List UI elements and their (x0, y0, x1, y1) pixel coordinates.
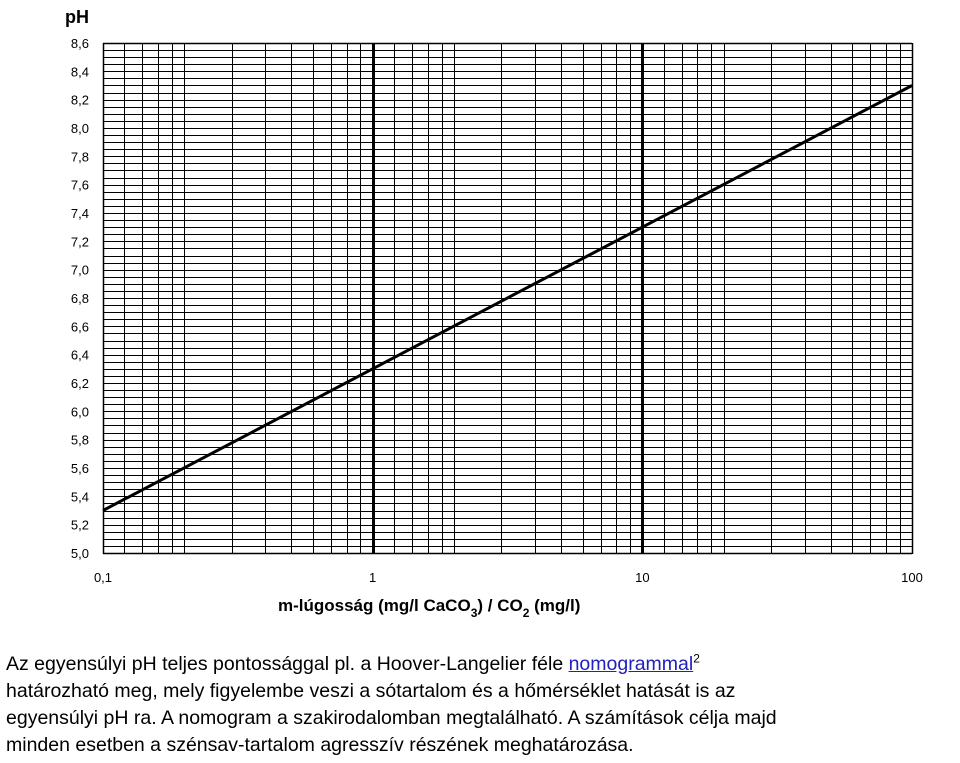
x-tick-label: 1 (369, 570, 376, 585)
y-tick-label: 8,4 (71, 64, 89, 79)
nomogram-link[interactable]: nomogrammal (568, 653, 694, 675)
y-tick-label: 7,2 (71, 234, 89, 249)
x-axis-label-part3: (mg/l) (529, 596, 580, 615)
y-tick-label: 5,2 (71, 518, 89, 533)
caption-line-4: minden esetben a szénsav-tartalom agress… (6, 734, 634, 756)
caption-line-2: határozható meg, mely figyelembe veszi a… (6, 680, 736, 702)
y-tick-label: 6,6 (71, 319, 89, 334)
x-tick-label: 0,1 (94, 570, 112, 585)
y-tick-label: 5,0 (71, 546, 89, 561)
y-tick-label: 8,0 (71, 121, 89, 136)
caption-line-3: egyensúlyi pH ra. A nomogram a szakiroda… (6, 707, 777, 729)
x-tick-label: 100 (901, 570, 923, 585)
y-tick-label: 6,2 (71, 376, 89, 391)
series-line (102, 84, 913, 512)
y-tick-label: 8,6 (71, 36, 89, 51)
x-axis-label-part2: ) / CO (477, 596, 522, 615)
y-tick-label: 7,6 (71, 178, 89, 193)
x-axis-label-sub2: 2 (523, 606, 530, 620)
y-tick-label: 5,4 (71, 489, 89, 504)
y-tick-label: 6,0 (71, 404, 89, 419)
x-axis-label-part1: m-lúgosság (mg/l CaCO (278, 596, 471, 615)
x-axis-label-sub1: 3 (471, 606, 478, 620)
y-tick-label: 7,8 (71, 149, 89, 164)
y-tick-label: 5,6 (71, 461, 89, 476)
caption-line-1-text: Az egyensúlyi pH teljes pontossággal pl.… (6, 653, 569, 675)
y-tick-label: 7,0 (71, 263, 89, 278)
caption-line-1: Az egyensúlyi pH teljes pontossággal pl.… (6, 651, 960, 678)
x-tick-labels: 0,1 1 10 100 (94, 570, 923, 585)
y-tick-label: 6,4 (71, 348, 89, 363)
y-tick-labels: 5,0 5,2 5,4 5,6 5,8 6,0 6,2 6,4 6,6 6,8 7,0 7,2 7,4 7… (71, 36, 89, 561)
footnote-ref: 2 (693, 651, 700, 666)
y-tick-label: 5,8 (71, 433, 89, 448)
minor-gridlines (103, 43, 912, 554)
caption-paragraph: Az egyensúlyi pH teljes pontossággal pl.… (6, 651, 960, 759)
y-tick-label: 6,8 (71, 291, 89, 306)
x-tick-label: 10 (635, 570, 649, 585)
x-axis-label: m-lúgosság (mg/l CaCO3) / CO2 (mg/l) (278, 596, 580, 620)
y-axis-label: pH (65, 7, 89, 27)
major-gridlines (102, 42, 914, 555)
y-tick-label: 7,4 (71, 206, 89, 221)
data-series (102, 84, 913, 512)
ph-nomogram-chart: 5,0 5,2 5,4 5,6 5,8 6,0 6,2 6,4 6,6 6,8 7,0 7,2 7,4 7… (65, 7, 923, 620)
y-tick-label: 8,2 (71, 93, 89, 108)
